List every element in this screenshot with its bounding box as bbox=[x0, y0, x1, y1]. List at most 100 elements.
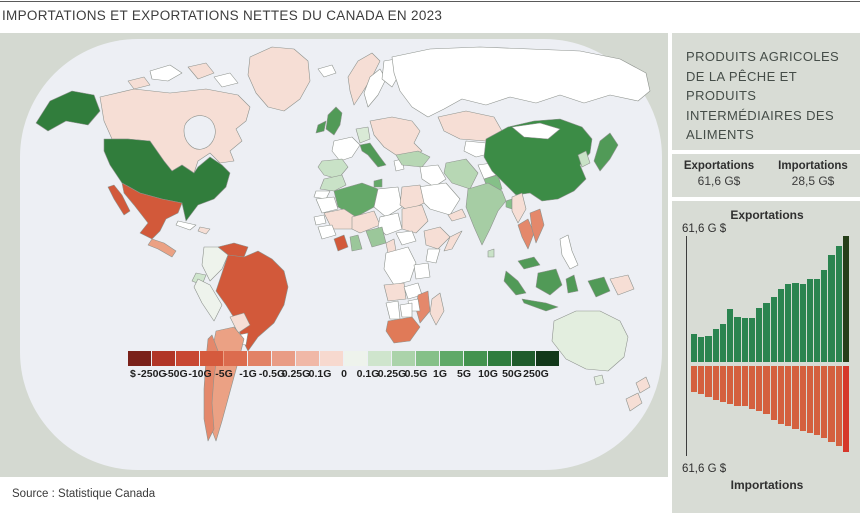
country-myanmar bbox=[511, 192, 527, 224]
export-bar bbox=[799, 284, 806, 362]
legend-cell bbox=[512, 351, 535, 366]
legend-cell bbox=[464, 351, 487, 366]
country-cuba bbox=[175, 220, 197, 231]
chart-plot-area bbox=[686, 236, 850, 456]
country-bangladesh bbox=[505, 198, 513, 210]
country-tunisia bbox=[373, 178, 383, 188]
country-ireland bbox=[315, 120, 327, 134]
import-bar bbox=[748, 366, 756, 409]
legend-label: $ bbox=[130, 368, 136, 380]
exports-total-value: 61,6 G$ bbox=[697, 174, 741, 188]
legend-label: 0.25G bbox=[377, 368, 407, 380]
country-car bbox=[395, 230, 417, 246]
legend-label: -0.5G bbox=[258, 368, 286, 380]
country-chad bbox=[377, 212, 403, 236]
country-philippines bbox=[559, 234, 579, 270]
legend-color-ramp bbox=[128, 351, 564, 366]
sidebar: PRODUITS AGRICOLES DE LA PÊCHE ET PRODUI… bbox=[672, 33, 860, 517]
country-morocco bbox=[319, 174, 347, 192]
country-tanzania bbox=[413, 262, 431, 280]
country-mongolia bbox=[511, 122, 561, 140]
country-vietnam bbox=[529, 208, 545, 244]
export-bars bbox=[691, 236, 850, 362]
legend-cell bbox=[128, 351, 151, 366]
export-bar bbox=[821, 270, 828, 362]
axis-max-imports-label: 61,6 G $ bbox=[682, 463, 727, 475]
export-bar bbox=[727, 309, 734, 362]
export-bar bbox=[842, 236, 850, 362]
import-bar bbox=[756, 366, 763, 411]
country-iceland bbox=[317, 64, 337, 78]
import-bar bbox=[741, 366, 748, 406]
import-bar bbox=[698, 366, 705, 394]
country-germany bbox=[355, 126, 371, 144]
country-france bbox=[331, 136, 361, 162]
legend-label: -50G bbox=[164, 368, 188, 380]
chart-title-imports: Importations bbox=[730, 478, 804, 492]
export-bar bbox=[691, 334, 698, 362]
country-new-zealand-south bbox=[625, 392, 643, 412]
export-bar bbox=[705, 336, 712, 362]
trade-bar-chart: Exportations 61,6 G $ 61,6 G $ Importati… bbox=[672, 201, 860, 513]
country-india bbox=[465, 182, 507, 246]
country-arctic-island bbox=[149, 64, 183, 82]
exports-total-label: Exportations bbox=[683, 160, 755, 172]
import-bar bbox=[792, 366, 799, 429]
legend-cell bbox=[392, 351, 415, 366]
legend-cell bbox=[248, 351, 271, 366]
legend-cell bbox=[272, 351, 295, 366]
legend-cell bbox=[416, 351, 439, 366]
page-title: IMPORTATIONS ET EXPORTATIONS NETTES DU C… bbox=[2, 8, 443, 23]
country-indonesia-papua bbox=[587, 276, 611, 298]
country-brazil bbox=[215, 250, 289, 352]
export-bar bbox=[813, 279, 821, 362]
export-bar bbox=[756, 308, 763, 362]
country-russia bbox=[391, 46, 651, 118]
legend-cell bbox=[368, 351, 391, 366]
country-somalia bbox=[443, 230, 463, 252]
import-bar bbox=[799, 366, 806, 431]
imports-total: Importations 28,5 G$ bbox=[766, 160, 860, 197]
export-bar bbox=[770, 297, 777, 362]
legend-cell bbox=[536, 351, 559, 366]
legend-cell bbox=[176, 351, 199, 366]
country-new-zealand-north bbox=[635, 376, 651, 394]
country-thailand bbox=[517, 218, 535, 250]
country-alaska bbox=[35, 90, 101, 132]
country-arctic-island bbox=[127, 76, 151, 90]
country-australia bbox=[551, 310, 629, 372]
export-bar bbox=[719, 324, 727, 362]
country-turkey bbox=[395, 150, 431, 168]
country-south-africa bbox=[385, 316, 421, 344]
axis-max-exports-label: 61,6 G $ bbox=[682, 223, 727, 235]
country-indonesia-sulawesi bbox=[565, 274, 579, 294]
country-central-america bbox=[147, 238, 177, 258]
export-bar bbox=[763, 303, 770, 362]
import-bar bbox=[835, 366, 842, 446]
country-mexico bbox=[121, 182, 183, 240]
legend-label: -10G bbox=[188, 368, 212, 380]
country-hispaniola bbox=[197, 226, 211, 235]
country-arctic-island bbox=[187, 62, 215, 80]
country-tasmania bbox=[593, 374, 605, 386]
country-china bbox=[483, 118, 593, 202]
legend-label: 0.1G bbox=[356, 368, 380, 380]
region-levant-iraq bbox=[419, 164, 447, 188]
hudson-bay bbox=[183, 115, 216, 150]
country-libya bbox=[373, 186, 403, 218]
legend-cell bbox=[152, 351, 175, 366]
import-bar bbox=[705, 366, 712, 397]
import-bar bbox=[777, 366, 785, 424]
source-note: Source : Statistique Canada bbox=[12, 488, 156, 500]
legend-label: 0.1G bbox=[308, 368, 332, 380]
import-bar bbox=[727, 366, 734, 404]
top-rule bbox=[0, 1, 860, 2]
legend-cell bbox=[200, 351, 223, 366]
country-madagascar bbox=[429, 292, 445, 326]
country-malaysia bbox=[517, 256, 541, 270]
export-bar bbox=[712, 329, 719, 362]
import-bars bbox=[691, 366, 850, 456]
legend-cell bbox=[488, 351, 511, 366]
import-bar bbox=[842, 366, 850, 452]
